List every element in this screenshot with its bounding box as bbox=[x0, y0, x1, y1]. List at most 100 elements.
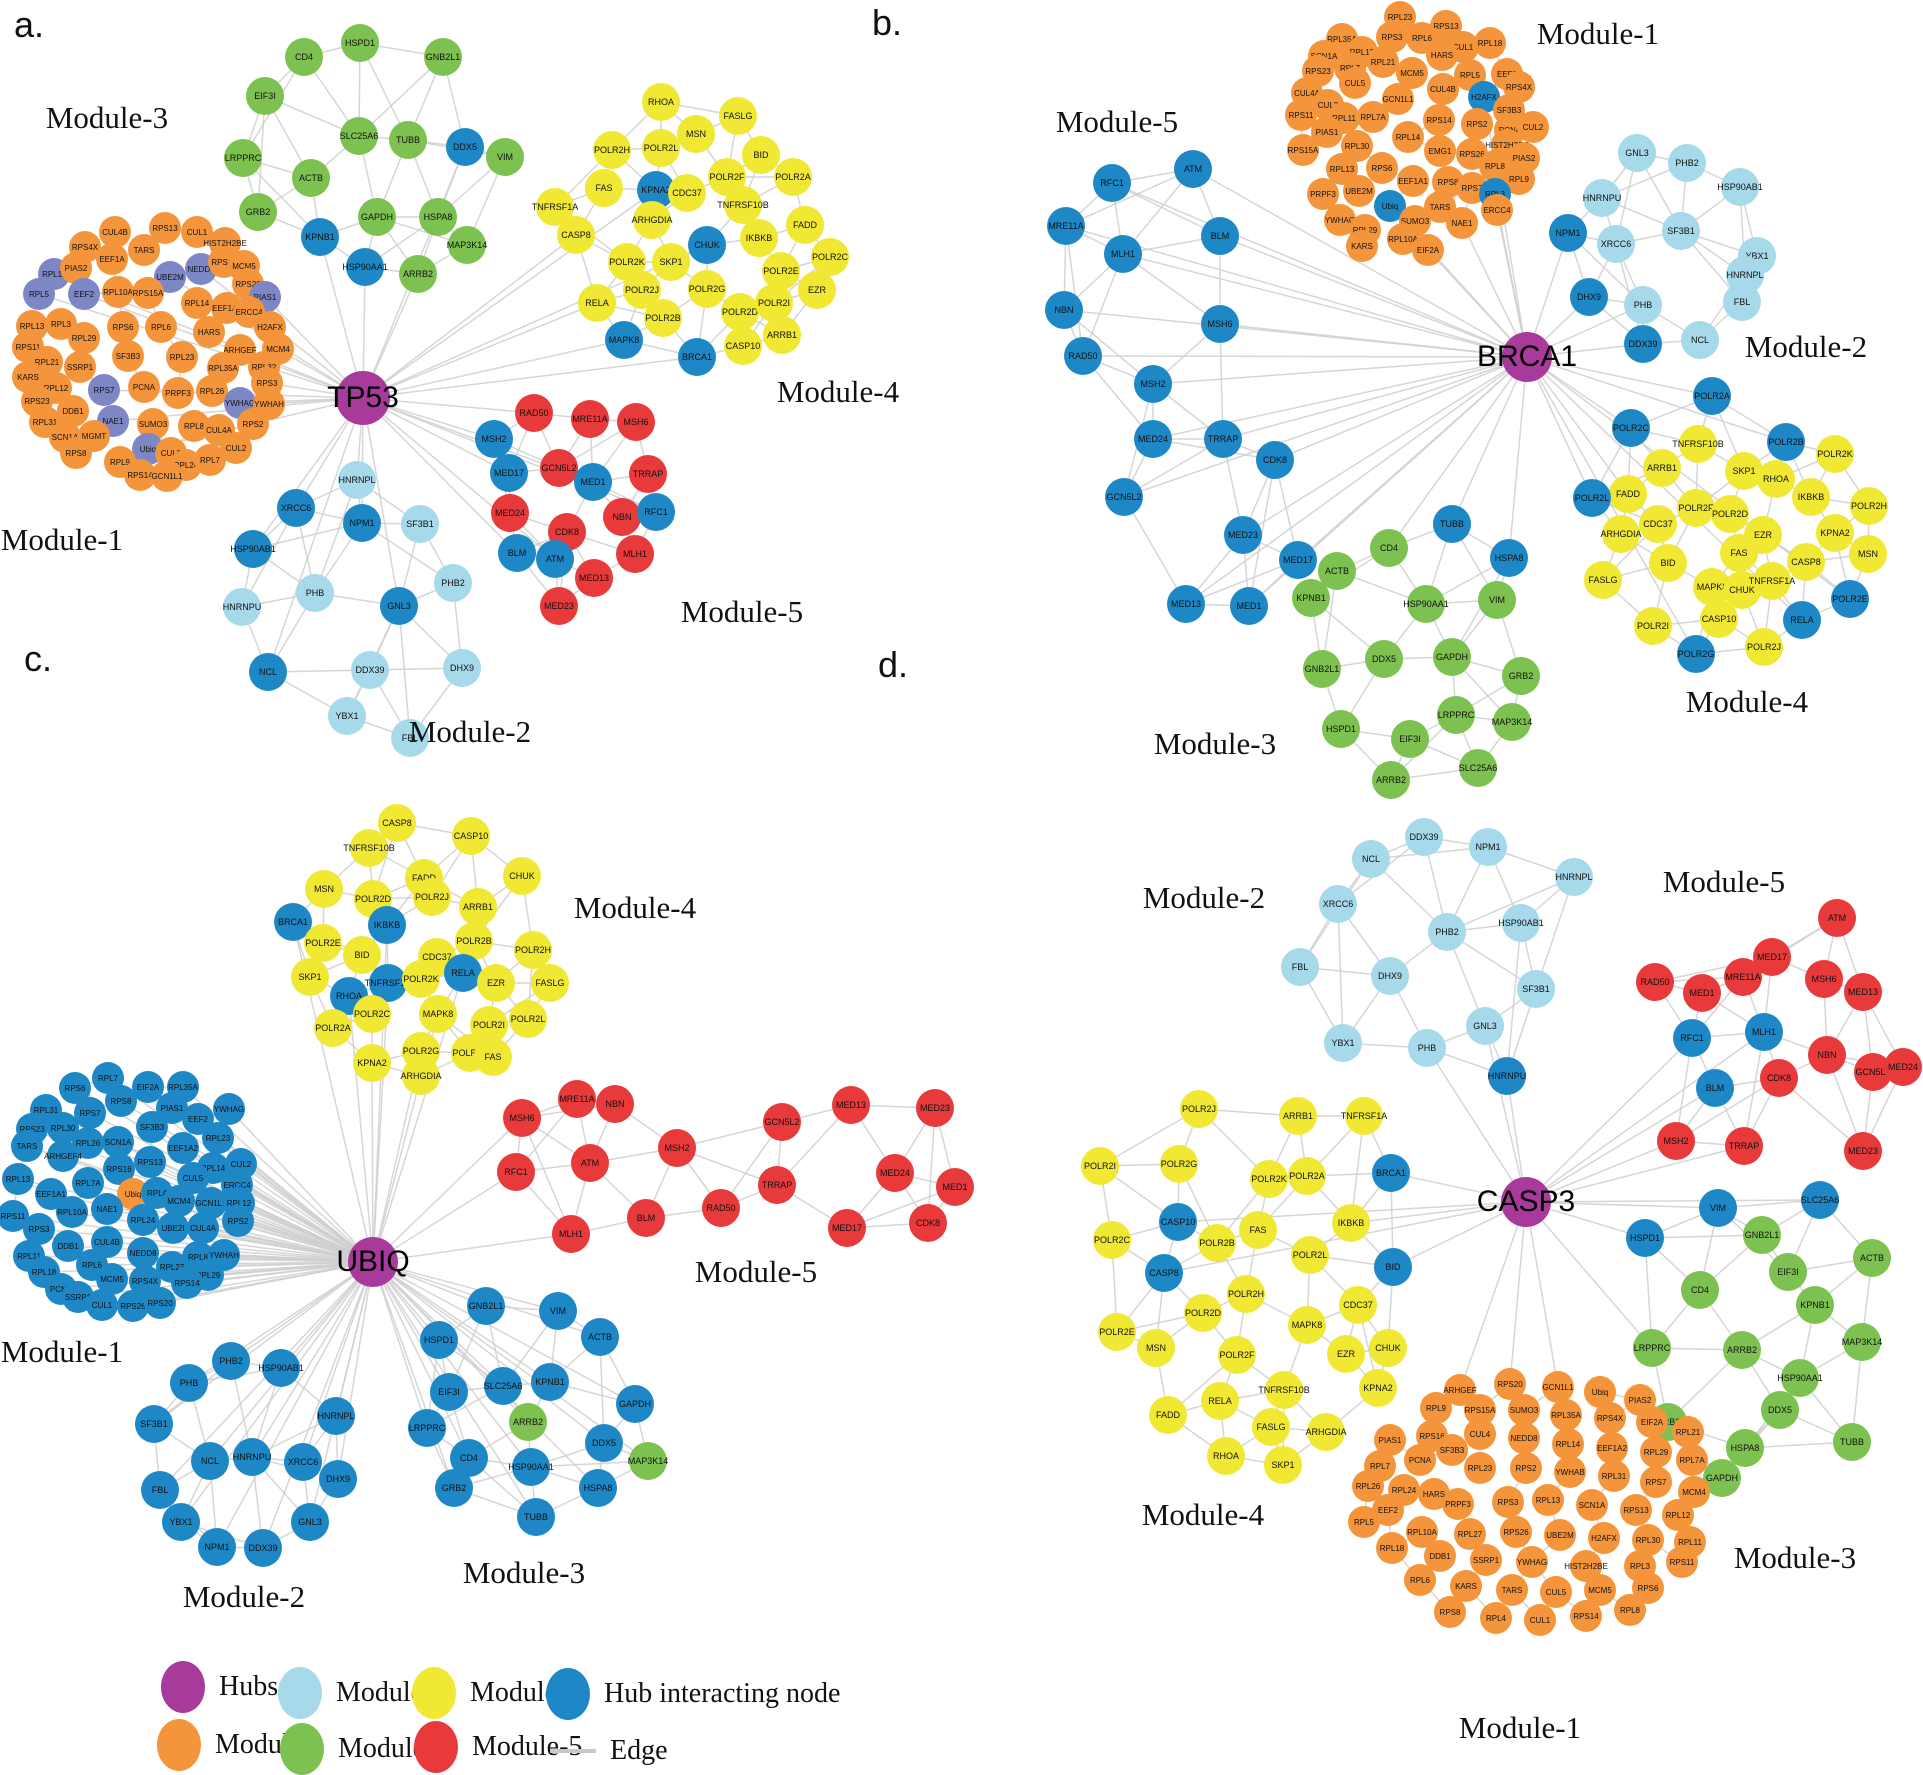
network-node[interactable]: EEF1A1 bbox=[1397, 165, 1429, 197]
network-node[interactable]: POLR2E bbox=[1831, 580, 1869, 618]
network-node[interactable]: MED17 bbox=[828, 1209, 866, 1247]
network-node[interactable]: ARHGDIA bbox=[401, 1057, 442, 1095]
network-node[interactable]: UBE2M bbox=[1343, 175, 1375, 207]
network-node[interactable]: MSH2 bbox=[1134, 365, 1172, 403]
network-node[interactable]: GRB2 bbox=[239, 193, 277, 231]
network-node[interactable]: RPL18 bbox=[1376, 1532, 1408, 1564]
network-node[interactable]: GCN5L2 bbox=[763, 1103, 801, 1141]
network-node[interactable]: TRRAP bbox=[1725, 1127, 1763, 1165]
network-node[interactable]: POLR2K bbox=[1816, 435, 1854, 473]
network-node[interactable]: MLH1 bbox=[616, 535, 654, 573]
network-node[interactable]: LRPPRC bbox=[408, 1409, 446, 1447]
network-node[interactable]: CDC37 bbox=[668, 174, 706, 212]
network-node[interactable]: HNRNPU bbox=[1488, 1057, 1526, 1095]
network-node[interactable]: MED13 bbox=[1844, 973, 1882, 1011]
network-node[interactable]: RAD50 bbox=[1636, 963, 1674, 1001]
network-node[interactable]: MAPK8 bbox=[605, 321, 643, 359]
network-node[interactable]: CD4 bbox=[1681, 1271, 1719, 1309]
network-node[interactable]: MRE11A bbox=[571, 400, 609, 438]
network-node[interactable]: SF3B1 bbox=[1517, 970, 1555, 1008]
network-node[interactable]: ARRB1 bbox=[763, 316, 801, 354]
network-node[interactable]: PHB bbox=[1624, 286, 1662, 324]
network-node[interactable]: MSH6 bbox=[617, 403, 655, 441]
network-node[interactable]: HSPD1 bbox=[341, 24, 379, 62]
network-node[interactable]: PHB2 bbox=[1428, 913, 1466, 951]
network-node[interactable]: GCN1L1 bbox=[1542, 1371, 1574, 1403]
network-node[interactable]: FASLG bbox=[719, 97, 757, 135]
network-node[interactable]: RHOA bbox=[642, 83, 680, 121]
network-node[interactable]: RFC1 bbox=[637, 493, 675, 531]
network-node[interactable]: POLR2J bbox=[1180, 1090, 1218, 1128]
network-node[interactable]: FASLG bbox=[531, 964, 569, 1002]
network-node[interactable]: RFC1 bbox=[1673, 1019, 1711, 1057]
network-node[interactable]: GCN1L1 bbox=[151, 460, 183, 492]
network-node[interactable]: PCNA bbox=[128, 371, 160, 403]
network-node[interactable]: MED1 bbox=[1683, 974, 1721, 1012]
network-node[interactable]: IKBKB bbox=[740, 219, 778, 257]
network-node[interactable]: MAPK8 bbox=[419, 995, 457, 1033]
network-node[interactable]: EIF2A bbox=[1636, 1406, 1668, 1438]
network-node[interactable]: FADD bbox=[1149, 1396, 1187, 1434]
network-node[interactable]: MED23 bbox=[1844, 1132, 1882, 1170]
network-node[interactable]: RFC1 bbox=[497, 1153, 535, 1191]
network-node[interactable]: DDX5 bbox=[1761, 1391, 1799, 1429]
network-node[interactable]: RPL8 bbox=[1614, 1594, 1646, 1626]
network-node[interactable]: FAS bbox=[1720, 534, 1758, 572]
network-node[interactable]: POLR2K bbox=[402, 960, 440, 998]
network-node[interactable]: RPL35A bbox=[1550, 1399, 1582, 1431]
network-node[interactable]: LRPPRC bbox=[1437, 696, 1475, 734]
network-node[interactable]: POLR2D bbox=[1711, 495, 1749, 533]
network-node[interactable]: CUL1 bbox=[86, 1289, 118, 1321]
network-node[interactable]: POLR2B bbox=[1767, 423, 1805, 461]
network-node[interactable]: RPL21 bbox=[1367, 46, 1399, 78]
network-node[interactable]: XRCC6 bbox=[277, 489, 315, 527]
network-node[interactable]: ARRB1 bbox=[1279, 1097, 1317, 1135]
network-node[interactable]: HSP90AB1 bbox=[258, 1349, 304, 1387]
network-node[interactable]: NCL bbox=[249, 653, 287, 691]
network-node[interactable]: SLC25A6 bbox=[340, 117, 378, 155]
network-node[interactable]: POLR2G bbox=[1677, 635, 1715, 673]
network-node[interactable]: EIF3I bbox=[430, 1373, 468, 1411]
network-node[interactable]: CUL4A bbox=[187, 1212, 219, 1244]
network-node[interactable]: CASP10 bbox=[452, 817, 490, 855]
network-node[interactable]: NBN bbox=[1045, 291, 1083, 329]
network-node[interactable]: MSN bbox=[305, 870, 343, 908]
network-node[interactable]: PHB2 bbox=[212, 1342, 250, 1380]
network-node[interactable]: ARRB1 bbox=[1643, 449, 1681, 487]
network-node[interactable]: EEF2 bbox=[68, 278, 100, 310]
network-node[interactable]: EMG1 bbox=[1424, 135, 1456, 167]
network-node[interactable]: HSP90AB1 bbox=[1717, 168, 1763, 206]
network-node[interactable]: KPNA2 bbox=[353, 1044, 391, 1082]
network-node[interactable]: MRE11A bbox=[1047, 207, 1085, 245]
network-node[interactable]: XRCC6 bbox=[1597, 225, 1635, 263]
network-node[interactable]: GRB2 bbox=[435, 1469, 473, 1507]
network-node[interactable]: RPS7 bbox=[88, 374, 120, 406]
network-node[interactable]: CASP8 bbox=[1787, 543, 1825, 581]
network-node[interactable]: POLR2J bbox=[413, 878, 451, 916]
network-node[interactable]: CD4 bbox=[285, 38, 323, 76]
network-node[interactable]: EZR bbox=[477, 964, 515, 1002]
network-node[interactable]: MSH2 bbox=[1657, 1122, 1695, 1160]
network-node[interactable]: MSN bbox=[677, 115, 715, 153]
network-node[interactable]: ARRB2 bbox=[1723, 1331, 1761, 1369]
network-node[interactable]: SSRP1 bbox=[1470, 1544, 1502, 1576]
network-node[interactable]: YWHAG bbox=[213, 1093, 245, 1125]
network-node[interactable]: CASP8 bbox=[557, 216, 595, 254]
network-node[interactable]: PRPF3 bbox=[162, 377, 194, 409]
network-node[interactable]: RPS26 bbox=[1500, 1516, 1532, 1548]
network-node[interactable]: NAE1 bbox=[1446, 207, 1478, 239]
network-node[interactable]: FASLG bbox=[1252, 1408, 1290, 1446]
network-node[interactable]: ERCC4 bbox=[1481, 194, 1513, 226]
network-node[interactable]: RPS15A bbox=[132, 277, 164, 309]
network-node[interactable]: TUBB bbox=[389, 121, 427, 159]
network-node[interactable]: POLR2L bbox=[509, 1000, 547, 1038]
network-node[interactable]: KPNB1 bbox=[1796, 1286, 1834, 1324]
hub-node[interactable] bbox=[348, 1237, 398, 1287]
network-node[interactable]: RPS2 bbox=[1510, 1452, 1542, 1484]
network-node[interactable]: PHB bbox=[170, 1364, 208, 1402]
network-node[interactable]: RPL21 bbox=[1672, 1416, 1704, 1448]
network-node[interactable]: EIF3I bbox=[246, 77, 284, 115]
network-node[interactable]: RPS6 bbox=[1366, 152, 1398, 184]
network-node[interactable]: XRCC6 bbox=[284, 1443, 322, 1481]
network-node[interactable]: SKP1 bbox=[652, 243, 690, 281]
